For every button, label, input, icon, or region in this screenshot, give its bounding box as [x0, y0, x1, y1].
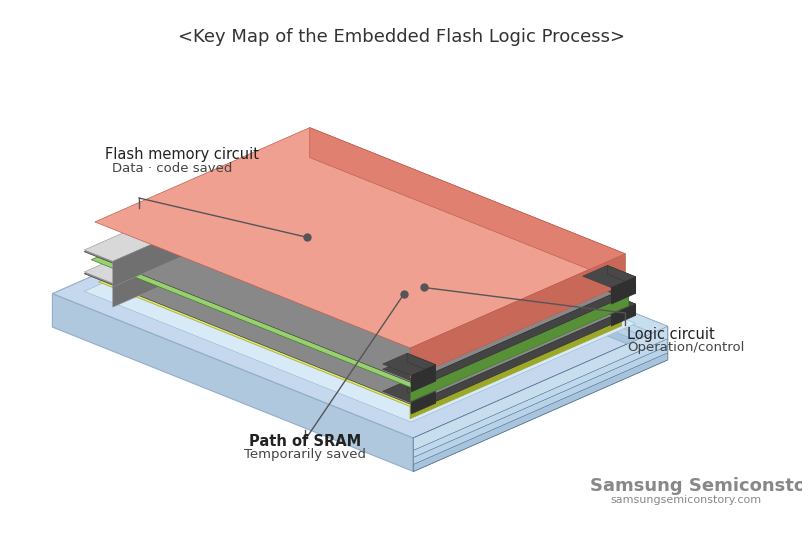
Polygon shape [95, 127, 625, 348]
Polygon shape [310, 189, 622, 326]
Polygon shape [306, 182, 667, 339]
Polygon shape [84, 153, 636, 382]
Polygon shape [413, 353, 667, 471]
Polygon shape [113, 185, 338, 307]
Polygon shape [306, 201, 667, 353]
Polygon shape [607, 265, 636, 286]
Text: Temporarily saved: Temporarily saved [244, 448, 366, 461]
Polygon shape [413, 326, 667, 471]
Polygon shape [84, 173, 338, 284]
Polygon shape [84, 175, 636, 404]
Polygon shape [607, 271, 636, 293]
Text: Data · code saved: Data · code saved [112, 162, 233, 175]
Text: Samsung Semiconstory: Samsung Semiconstory [590, 477, 802, 495]
Text: Logic circuit: Logic circuit [627, 327, 715, 342]
Polygon shape [411, 292, 629, 401]
Polygon shape [52, 182, 667, 438]
Polygon shape [91, 164, 629, 387]
Polygon shape [383, 359, 435, 381]
Polygon shape [411, 284, 636, 390]
Polygon shape [407, 359, 435, 381]
Polygon shape [413, 346, 667, 464]
Polygon shape [582, 271, 636, 293]
Text: Flash memory circuit: Flash memory circuit [105, 147, 259, 162]
Polygon shape [309, 151, 338, 188]
Polygon shape [84, 151, 338, 261]
Polygon shape [582, 265, 636, 288]
Polygon shape [607, 293, 636, 315]
Polygon shape [306, 194, 667, 346]
Polygon shape [383, 353, 435, 375]
Polygon shape [411, 370, 435, 392]
Polygon shape [383, 381, 435, 403]
Polygon shape [309, 175, 636, 314]
Polygon shape [407, 381, 435, 403]
Polygon shape [411, 364, 435, 384]
Polygon shape [411, 392, 435, 414]
Polygon shape [611, 277, 636, 296]
Polygon shape [310, 164, 629, 306]
Polygon shape [410, 314, 622, 418]
Polygon shape [52, 294, 413, 471]
Polygon shape [306, 208, 667, 360]
Polygon shape [310, 127, 625, 284]
Polygon shape [582, 293, 636, 315]
Text: <Key Map of the Embedded Flash Logic Process>: <Key Map of the Embedded Flash Logic Pro… [177, 28, 625, 46]
Text: Operation/control: Operation/control [627, 341, 744, 354]
Polygon shape [309, 153, 636, 292]
Text: samsungsemiconstory.com: samsungsemiconstory.com [610, 495, 761, 505]
Polygon shape [413, 326, 667, 450]
Polygon shape [113, 163, 338, 287]
Polygon shape [306, 182, 667, 360]
Polygon shape [411, 254, 625, 378]
Polygon shape [84, 193, 636, 422]
Polygon shape [413, 339, 667, 457]
Text: Path of SRAM: Path of SRAM [249, 434, 361, 449]
Polygon shape [411, 306, 636, 413]
Polygon shape [611, 282, 636, 304]
Polygon shape [99, 189, 622, 407]
Polygon shape [407, 353, 435, 373]
Polygon shape [611, 304, 636, 326]
Polygon shape [309, 173, 338, 208]
